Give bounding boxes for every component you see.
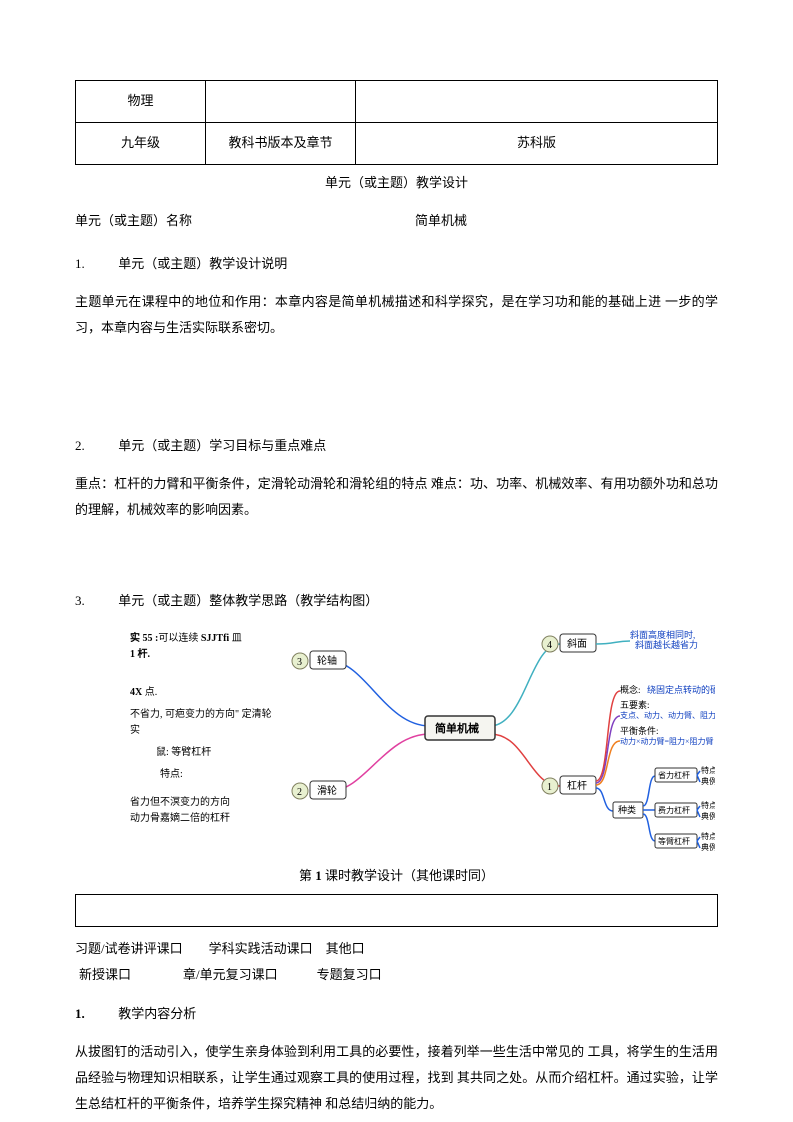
mindmap-left-text: 实 55 :可以连续 SJJTfi 皿 1 杆. 4X 点. 不省力, 可疤变力… <box>130 631 280 827</box>
section2-title: 单元（或主题）学习目标与重点难点 <box>118 438 326 453</box>
md-xiemian: 斜面 <box>567 637 587 650</box>
unit-name-label: 单元（或主题）名称 <box>75 211 415 232</box>
ml-l8: 动力骨嘉嫡二倍的杠秆 <box>130 811 280 827</box>
ml-l6: 特点: <box>160 767 280 783</box>
md-juli1: 典例 <box>701 776 715 786</box>
md-center: 简单机械 <box>435 721 479 735</box>
section2-head: 2. 单元（或主题）学习目标与重点难点 <box>75 436 718 457</box>
md-xiemian-note2: 斜面越长越省力 <box>635 639 698 650</box>
section1-body: 主题单元在课程中的地位和作用：本章内容是简单机械描述和科学探究，是在学习功和能的… <box>75 289 718 341</box>
mindmap-area: 实 55 :可以连续 SJJTfi 皿 1 杆. 4X 点. 不省力, 可疤变力… <box>75 626 718 856</box>
md-num-ganggan: 1 <box>547 782 552 793</box>
ml-l5: 鼠: 等臂杠杆 <box>156 745 280 761</box>
ml-l3-b: 点. <box>142 687 157 698</box>
lesson-title-a: 第 <box>299 868 315 883</box>
section2-body: 重点：杠杆的力臂和平衡条件，定滑轮动滑轮和滑轮组的特点 难点：功、功率、机械效率… <box>75 471 718 523</box>
md-zhonglei: 种类 <box>618 804 636 815</box>
cell-textbook-value: 苏科版 <box>356 122 718 164</box>
ml-l7: 省力但不溟变力的方向 <box>130 795 280 811</box>
unit-name-row: 单元（或主题）名称 简单机械 <box>75 211 718 232</box>
md-gainian-l: 概念: <box>620 684 641 695</box>
md-dengbi: 等臂杠杆 <box>658 836 690 846</box>
md-tedian2: 特点 <box>701 800 715 810</box>
section1-title: 单元（或主题）教学设计说明 <box>118 256 287 271</box>
ml-l1-c: SJJTfi <box>201 633 229 644</box>
analysis-body: 从拔图钉的活动引入，使学生亲身体验到利用工具的必要性，接着列举一些生活中常见的 … <box>75 1039 718 1117</box>
type-line-1: 习题/试卷讲评课口 学科实践活动课口 其他口 <box>75 939 718 960</box>
md-num-luzhou: 3 <box>297 657 302 668</box>
md-pingheng-l: 平衡条件: <box>620 725 659 736</box>
design-title: 单元（或主题）教学设计 <box>75 173 718 194</box>
lesson-title-c: 课时教学设计（其他课时同） <box>322 868 494 883</box>
ml-l2a: 1 杆. <box>130 647 280 663</box>
section1-num: 1. <box>75 254 115 275</box>
analysis-num: 1. <box>75 1004 115 1025</box>
section3-head: 3. 单元（或主题）整体教学思路（教学结构图） <box>75 591 718 612</box>
section3-title: 单元（或主题）整体教学思路（教学结构图） <box>118 593 378 608</box>
ml-l1-b: 可以连续 <box>158 633 201 644</box>
md-juli2: 典例 <box>701 811 715 821</box>
md-shengli: 省力杠杆 <box>658 770 690 780</box>
unit-name-value: 简单机械 <box>415 211 467 232</box>
md-xiemian-note1: 斜面高度相同时, <box>630 629 695 640</box>
md-ganggan: 杠杆 <box>567 779 587 792</box>
ml-l3-a: 4X <box>130 687 142 698</box>
header-table: 物理 九年级 教科书版本及章节 苏科版 <box>75 80 718 165</box>
analysis-title: 教学内容分析 <box>118 1006 196 1021</box>
lesson-title: 第 1 课时教学设计（其他课时同） <box>75 866 718 887</box>
md-luzhou: 轮轴 <box>317 654 337 667</box>
cell-grade: 九年级 <box>76 122 206 164</box>
md-gainian-t: 绕固定点转动的硬棒 <box>647 684 715 695</box>
cell-textbook-label: 教科书版本及章节 <box>206 122 356 164</box>
md-juli3: 典例 <box>701 842 715 852</box>
cell-empty-2 <box>356 81 718 123</box>
md-wuyaosu-t: 支点、动力、动力臂、阻力、阻力臂 <box>620 710 715 720</box>
type-line-2: 新授课口 章/单元复习课口 专题复习口 <box>79 965 718 986</box>
md-tedian3: 特点 <box>701 831 715 841</box>
section2-num: 2. <box>75 436 115 457</box>
md-num-xiemian: 4 <box>547 640 552 651</box>
md-hualun: 滑轮 <box>317 784 337 797</box>
cell-subject: 物理 <box>76 81 206 123</box>
blank-cell <box>76 895 718 927</box>
ml-l4: 不省力, 可疤变力的方向" 定清轮 实 <box>130 707 280 739</box>
ml-l1-a: 实 55 : <box>130 633 158 644</box>
blank-table <box>75 894 718 927</box>
mindmap-svg: 简单机械 3 轮轴 2 滑轮 4 斜面 斜面高度相同时, 斜面越长越省力 1 杠… <box>275 626 715 856</box>
ml-l1-d: 皿 <box>229 633 242 644</box>
analysis-head: 1. 教学内容分析 <box>75 1004 718 1025</box>
section3-num: 3. <box>75 591 115 612</box>
cell-empty-1 <box>206 81 356 123</box>
md-tedian1: 特点 <box>701 765 715 775</box>
md-wuyaosu-l: 五要素: <box>620 699 650 710</box>
md-pingheng-t: 动力×动力臂=阻力×阻力臂 <box>620 736 714 746</box>
md-num-hualun: 2 <box>297 787 302 798</box>
section1-head: 1. 单元（或主题）教学设计说明 <box>75 254 718 275</box>
md-feili: 费力杠杆 <box>658 805 690 815</box>
